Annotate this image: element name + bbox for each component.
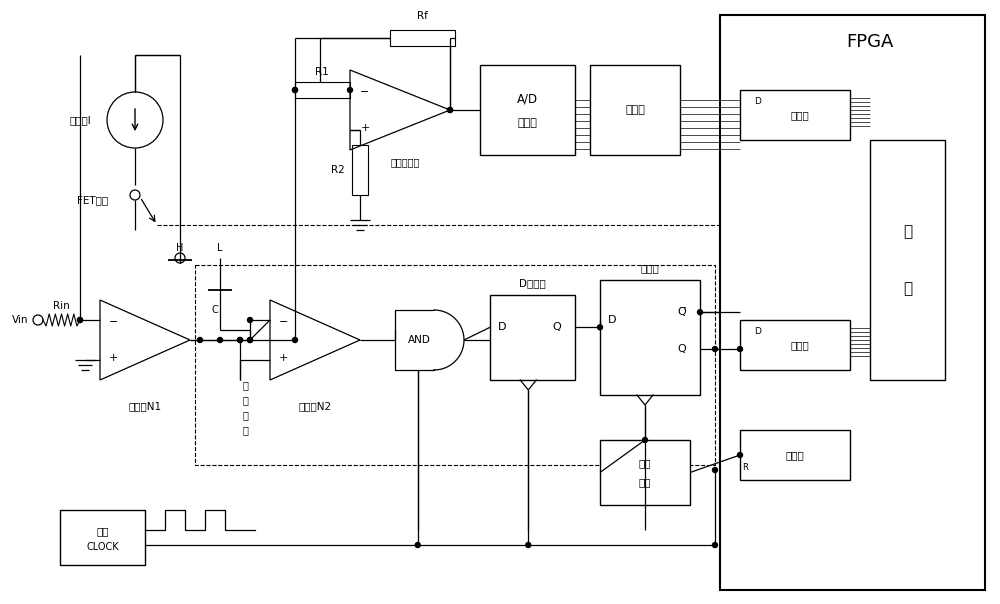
Text: 时钟: 时钟	[96, 526, 109, 536]
Text: +: +	[109, 353, 118, 362]
Bar	[295, 82, 350, 98]
Text: D: D	[755, 327, 761, 336]
Text: FPGA: FPGA	[846, 33, 894, 51]
Text: D: D	[608, 315, 616, 325]
Text: R2: R2	[331, 165, 345, 175]
Text: Q̅: Q̅	[678, 307, 686, 317]
Bar	[740, 90, 850, 140]
Text: D: D	[498, 323, 506, 332]
Bar	[740, 320, 850, 370]
Text: 积分器N1: 积分器N1	[128, 401, 162, 411]
Text: 寄存器: 寄存器	[791, 110, 809, 120]
Bar	[600, 440, 690, 505]
Bar	[195, 265, 715, 465]
Circle shape	[642, 437, 648, 443]
Text: −: −	[109, 317, 118, 327]
Circle shape	[738, 347, 742, 352]
Text: 限: 限	[242, 395, 248, 405]
Circle shape	[292, 88, 298, 92]
Bar	[390, 30, 455, 46]
Circle shape	[238, 338, 242, 342]
Text: 计数器: 计数器	[786, 450, 804, 460]
Text: C: C	[212, 305, 218, 315]
Bar	[480, 65, 575, 155]
Circle shape	[598, 325, 602, 330]
Text: L: L	[217, 243, 223, 253]
Circle shape	[198, 338, 202, 342]
Text: 算: 算	[903, 281, 912, 297]
Text: 门: 门	[242, 380, 248, 390]
Bar	[600, 280, 700, 395]
Text: A/D: A/D	[517, 92, 538, 106]
Text: 缓冲器: 缓冲器	[625, 105, 645, 115]
Text: 电: 电	[242, 410, 248, 420]
Circle shape	[448, 108, 452, 112]
Bar	[740, 430, 850, 480]
Circle shape	[292, 338, 298, 342]
Text: D触发器: D触发器	[519, 278, 546, 288]
Circle shape	[218, 338, 222, 342]
Text: R1: R1	[315, 67, 329, 77]
Text: Q: Q	[553, 323, 561, 332]
Circle shape	[698, 310, 702, 315]
Circle shape	[78, 318, 82, 323]
Text: 电路: 电路	[639, 477, 651, 487]
Circle shape	[248, 338, 252, 342]
Bar	[720, 15, 985, 590]
Text: −: −	[279, 317, 288, 327]
Bar	[870, 140, 945, 380]
Bar	[490, 295, 575, 380]
Bar	[433, 311, 436, 369]
Text: D: D	[755, 97, 761, 106]
Circle shape	[248, 338, 252, 342]
Text: 压: 压	[242, 425, 248, 435]
Text: 单稳: 单稳	[639, 458, 651, 467]
Circle shape	[712, 542, 718, 547]
Text: +: +	[360, 123, 370, 133]
Text: Vin: Vin	[12, 315, 28, 325]
Bar	[60, 510, 145, 565]
Text: 恒流源I: 恒流源I	[69, 115, 91, 125]
Text: 锁存器: 锁存器	[641, 263, 659, 273]
Bar	[352, 145, 368, 195]
Text: R: R	[742, 463, 748, 472]
Text: H: H	[176, 243, 184, 253]
Text: 运算放大器: 运算放大器	[390, 157, 420, 167]
Circle shape	[712, 467, 718, 472]
Bar	[395, 310, 434, 370]
Text: CLOCK: CLOCK	[86, 542, 119, 553]
Text: AND: AND	[408, 335, 431, 345]
Bar	[590, 65, 680, 155]
Circle shape	[238, 338, 242, 342]
Text: 比较器N2: 比较器N2	[298, 401, 332, 411]
Circle shape	[712, 347, 718, 352]
Text: Rf: Rf	[417, 11, 427, 21]
Text: −: −	[360, 88, 370, 97]
Circle shape	[526, 542, 531, 547]
Text: +: +	[279, 353, 288, 362]
Circle shape	[738, 452, 742, 457]
Circle shape	[448, 108, 452, 112]
Circle shape	[415, 542, 420, 547]
Circle shape	[78, 318, 82, 323]
Text: FET开关: FET开关	[77, 195, 109, 205]
Circle shape	[348, 88, 352, 92]
Text: Q: Q	[678, 344, 686, 354]
Text: 寄存器: 寄存器	[791, 340, 809, 350]
Text: 解: 解	[903, 223, 912, 239]
Text: Rin: Rin	[53, 301, 70, 311]
Circle shape	[292, 88, 298, 92]
Circle shape	[248, 318, 252, 323]
Text: 转换器: 转换器	[518, 118, 537, 129]
Bar	[433, 311, 436, 369]
